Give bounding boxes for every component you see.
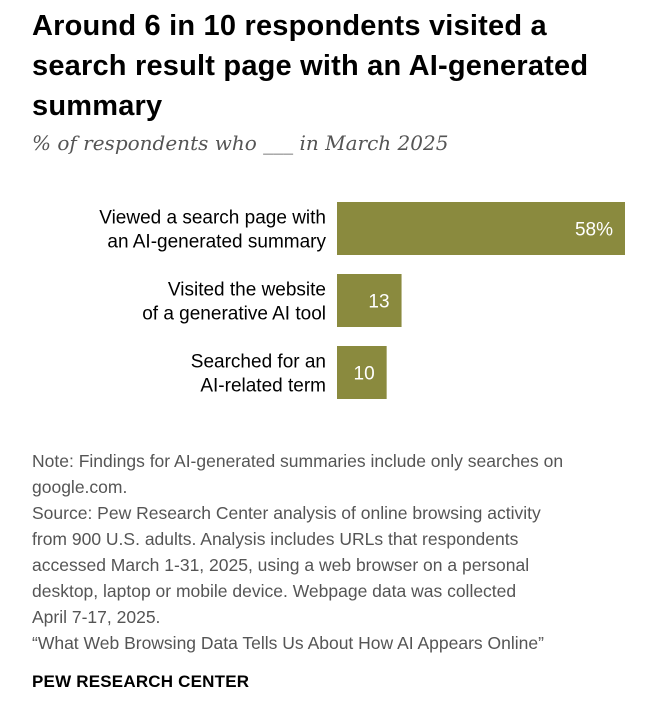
category-label: an AI-generated summary [107, 232, 326, 253]
category-label: Viewed a search page with [99, 208, 326, 229]
chart-title-line: search result page with an AI-generated [32, 50, 589, 82]
bar [337, 202, 625, 255]
note-text: Note: Findings for AI-generated summarie… [32, 451, 564, 471]
chart-title: Around 6 in 10 respondents visited a sea… [32, 6, 652, 126]
chart-title-line: summary [32, 90, 163, 122]
source-text: accessed March 1-31, 2025, using a web b… [32, 555, 530, 575]
source-text: April 7-17, 2025. [32, 607, 161, 627]
note-text: google.com. [32, 477, 128, 497]
bar [337, 346, 387, 399]
bar-value-label: 58% [575, 220, 613, 241]
report-title: “What Web Browsing Data Tells Us About H… [32, 633, 544, 653]
category-label: Visited the website [168, 280, 326, 301]
chart-subtitle: % of respondents who ___ in March 2025 [32, 131, 449, 155]
source-text: from 900 U.S. adults. Analysis includes … [32, 529, 519, 549]
chart-notes: Note: Findings for AI-generated summarie… [32, 448, 652, 656]
bar-value-label: 10 [354, 364, 375, 385]
category-label: AI-related term [200, 376, 326, 397]
bar-value-label: 13 [368, 292, 389, 313]
chart-title-line: Around 6 in 10 respondents visited a [32, 10, 547, 42]
category-label: Searched for an [191, 352, 326, 373]
bar-chart: 58% Viewed a search page with an AI-genera… [99, 202, 625, 399]
source-text: Source: Pew Research Center analysis of … [32, 503, 541, 523]
source-text: desktop, laptop or mobile device. Webpag… [32, 581, 517, 601]
brand-logo-text: PEW RESEARCH CENTER [32, 672, 250, 691]
bar [337, 274, 402, 327]
category-label: of a generative AI tool [142, 304, 326, 325]
